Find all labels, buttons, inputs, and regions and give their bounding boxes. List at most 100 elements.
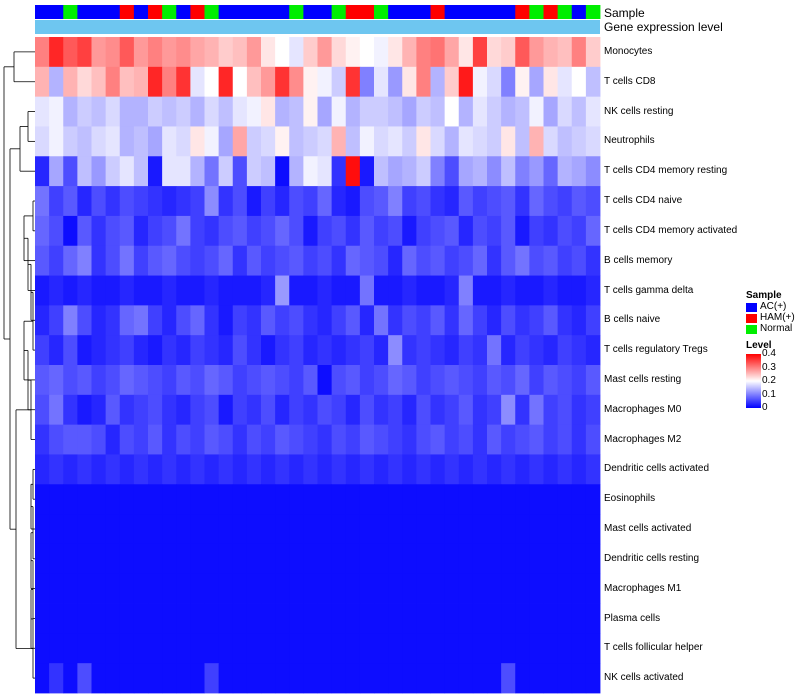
heatmap-cell	[416, 514, 431, 545]
heatmap-cell	[261, 275, 276, 306]
heatmap-cell	[430, 573, 446, 604]
level-legend-title: Level	[746, 340, 772, 351]
heatmap-cell	[176, 543, 191, 575]
sample-annotation-cell	[402, 5, 417, 19]
heatmap-cell	[77, 603, 92, 634]
heatmap-cell	[331, 245, 347, 276]
heatmap-cell	[190, 126, 205, 157]
heatmap-cell	[275, 156, 290, 187]
heatmap-cell	[374, 96, 389, 127]
heatmap-cell	[148, 96, 163, 127]
row-label: Eosinophils	[604, 493, 656, 505]
heatmap-cell	[133, 215, 149, 247]
heatmap-cell	[35, 603, 50, 634]
sample-annotation-cell	[49, 5, 64, 19]
heatmap-cell	[148, 424, 163, 455]
heatmap-cell	[63, 37, 78, 68]
heatmap-cell	[430, 186, 446, 217]
heatmap-cell	[232, 156, 248, 187]
heatmap-cell	[35, 156, 50, 187]
heatmap-cell	[543, 156, 559, 187]
heatmap-cell	[501, 573, 516, 604]
heatmap-cell	[162, 633, 177, 664]
heatmap-cell	[49, 96, 64, 127]
heatmap-cell	[317, 514, 333, 545]
heatmap-cell	[162, 484, 177, 515]
heatmap-cell	[148, 663, 163, 694]
heatmap-cell	[529, 275, 544, 306]
heatmap-cell	[162, 394, 177, 426]
heatmap-cell	[402, 484, 417, 515]
heatmap-cell	[148, 633, 163, 664]
heatmap-cell	[119, 66, 135, 98]
heatmap-cell	[77, 394, 92, 426]
heatmap-cell	[105, 514, 121, 545]
row-label: Mast cells resting	[604, 373, 682, 385]
heatmap-cell	[388, 245, 403, 276]
heatmap-cell	[218, 215, 234, 247]
heatmap-cell	[557, 126, 573, 157]
heatmap-cell	[331, 215, 347, 247]
heatmap-cell	[77, 37, 92, 68]
heatmap-cell	[119, 275, 135, 306]
heatmap-cell	[331, 454, 347, 485]
row-label: B cells memory	[604, 254, 673, 266]
heatmap-cell	[359, 37, 375, 68]
heatmap-cell	[77, 66, 92, 98]
heatmap-cell	[303, 543, 318, 575]
heatmap-cell	[35, 573, 50, 604]
heatmap-cell	[416, 573, 431, 604]
heatmap-cell	[232, 424, 248, 455]
heatmap-cell	[359, 305, 375, 336]
heatmap-cell	[331, 186, 347, 217]
sample-annotation-cell	[35, 5, 50, 19]
heatmap-cell	[571, 573, 587, 604]
row-label: NK cells activated	[604, 672, 684, 684]
heatmap-cell	[374, 663, 389, 694]
heatmap-cell	[246, 454, 262, 485]
heatmap-cell	[388, 365, 403, 396]
heatmap-cell	[190, 66, 205, 98]
heatmap-cell	[571, 394, 587, 426]
heatmap-cell	[444, 186, 460, 217]
heatmap-cell	[487, 394, 502, 426]
heatmap-cell	[148, 126, 163, 157]
row-label: T cells CD4 naive	[604, 195, 683, 206]
heatmap-cell	[430, 96, 446, 127]
heatmap-cell	[289, 305, 304, 336]
heatmap-cell	[331, 633, 347, 664]
heatmap-cell	[458, 96, 474, 127]
heatmap-cell	[557, 514, 573, 545]
heatmap-cell	[49, 663, 64, 694]
heatmap-cell	[515, 663, 530, 694]
heatmap-cell	[345, 37, 361, 68]
heatmap-cell	[148, 156, 163, 187]
heatmap-cell	[246, 245, 262, 276]
heatmap-cell	[119, 394, 135, 426]
heatmap-cell	[515, 484, 530, 515]
heatmap-cell	[529, 633, 544, 664]
heatmap-cell	[190, 514, 205, 545]
heatmap-cell	[232, 245, 248, 276]
heatmap-cell	[275, 96, 290, 127]
heatmap-cell	[133, 66, 149, 98]
heatmap-cell	[176, 454, 191, 485]
heatmap-cell	[91, 335, 107, 366]
heatmap-cell	[402, 156, 417, 187]
heatmap-cell	[444, 66, 460, 98]
heatmap-cell	[359, 514, 375, 545]
heatmap-cell	[359, 365, 375, 396]
heatmap-cell	[472, 603, 488, 634]
heatmap-cell	[317, 573, 333, 604]
heatmap-cell	[557, 96, 573, 127]
heatmap-cell	[105, 275, 121, 306]
heatmap-cell	[119, 573, 135, 604]
heatmap-cell	[77, 514, 92, 545]
heatmap-cell	[246, 275, 262, 306]
gene-expression-track-label: Gene expression level	[604, 20, 723, 34]
heatmap-cell	[246, 305, 262, 336]
heatmap-cell	[345, 275, 361, 306]
heatmap-cell	[501, 543, 516, 575]
heatmap-cell	[77, 484, 92, 515]
heatmap-cell	[430, 305, 446, 336]
